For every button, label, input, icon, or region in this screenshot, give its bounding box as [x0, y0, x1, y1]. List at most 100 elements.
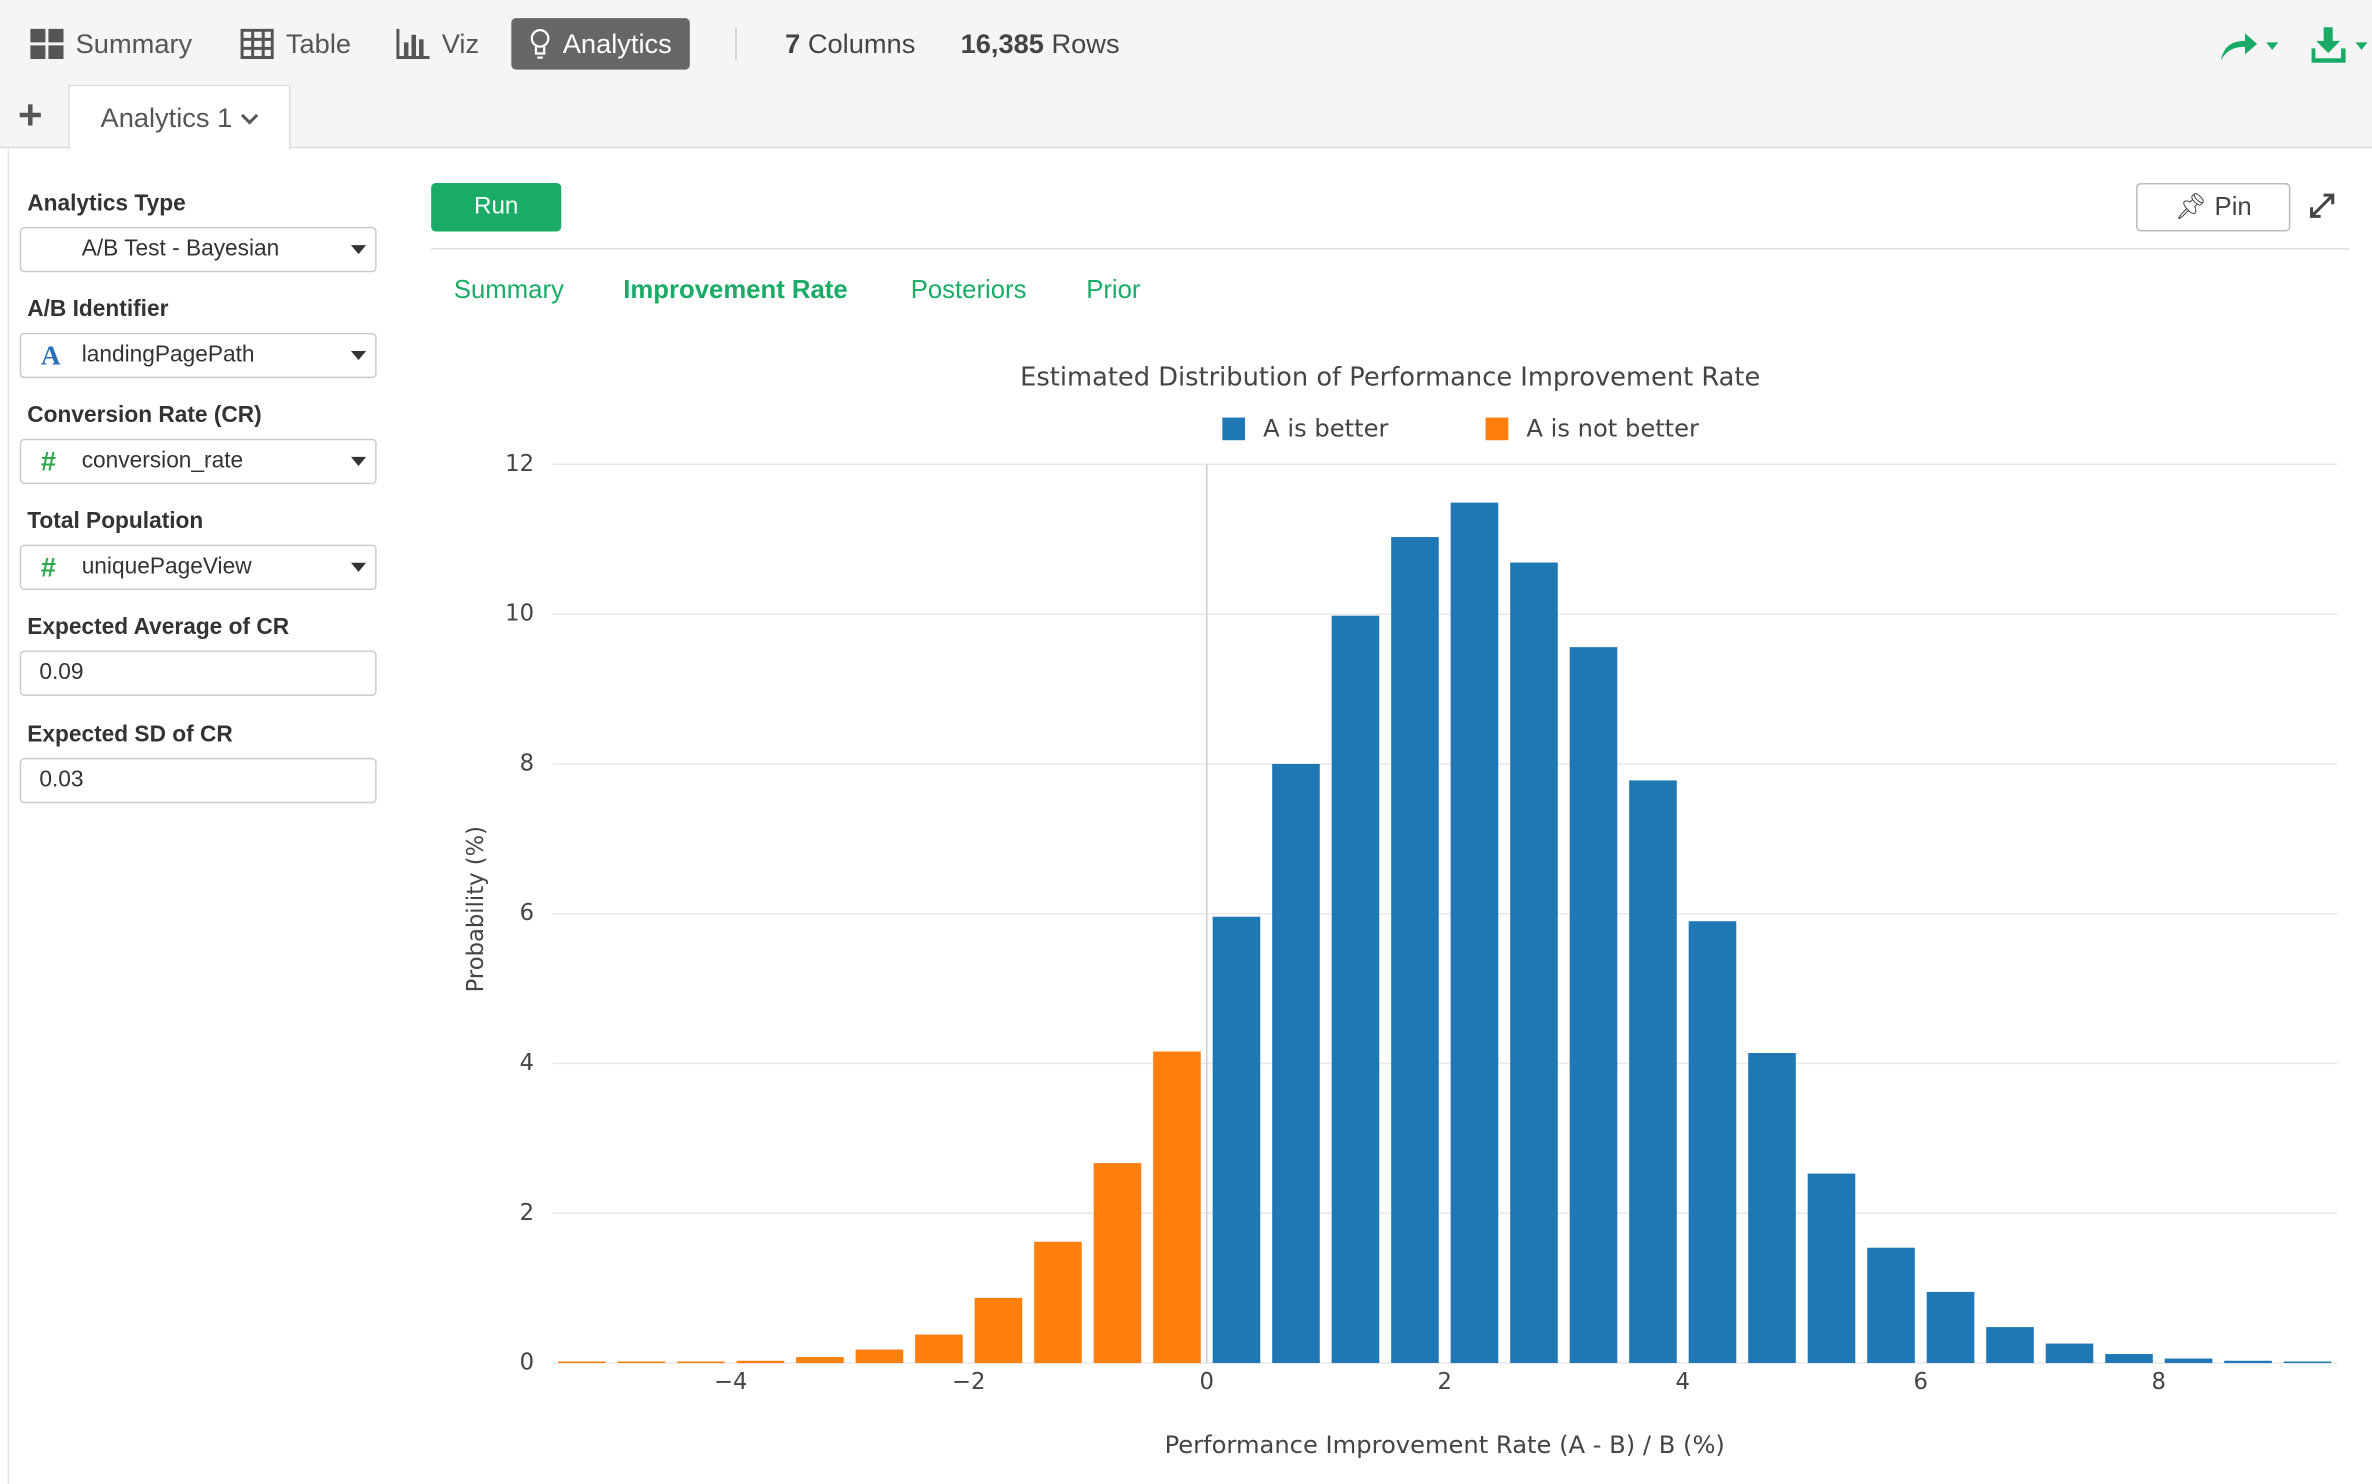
select-field[interactable]: # uniquePageView: [19, 544, 377, 590]
rows-count: 16,385 Rows: [961, 18, 1120, 69]
x-tick-label: −4: [714, 1369, 747, 1395]
bar: [2045, 1343, 2094, 1364]
bar: [1510, 562, 1558, 1364]
field-value: uniquePageView: [81, 553, 252, 580]
analytics-tab[interactable]: Analytics: [511, 18, 690, 70]
field-value: conversion_rate: [81, 447, 244, 474]
bar: [1034, 1241, 1082, 1364]
left-border: [7, 148, 10, 1484]
field-label: Expected Average of CR: [27, 614, 290, 640]
x-axis-title: Performance Improvement Rate (A - B) / B…: [1165, 1431, 1725, 1459]
bar: [1331, 615, 1380, 1364]
x-tick-label: 0: [1199, 1369, 1213, 1395]
field-value: 0.09: [39, 659, 84, 686]
bar: [1212, 916, 1261, 1364]
count-label: Rows: [1051, 28, 1120, 59]
table-icon: [240, 28, 274, 59]
type-icon: #: [40, 552, 56, 583]
field-label: Expected SD of CR: [27, 721, 233, 748]
bar: [2283, 1361, 2332, 1364]
bar: [617, 1361, 666, 1364]
result-tab[interactable]: Summary: [453, 275, 564, 305]
select-field[interactable]: # conversion_rate: [19, 438, 377, 485]
bar: [2224, 1360, 2272, 1364]
expand-button[interactable]: [2309, 192, 2336, 219]
sheet-tab-label: Analytics 1: [100, 102, 233, 134]
bar: [915, 1334, 963, 1364]
divider: [735, 27, 737, 61]
type-icon: #: [40, 446, 56, 477]
y-axis-title: Probability (%): [463, 826, 489, 992]
chevron: [240, 113, 258, 125]
tab-label: Table: [285, 28, 352, 59]
legend-swatch: [1222, 417, 1246, 441]
field-label: A/B Identifier: [27, 296, 169, 323]
bar: [1748, 1053, 1796, 1364]
result-tab[interactable]: Prior: [1086, 275, 1141, 305]
run-button[interactable]: Run: [431, 183, 562, 232]
result-tab[interactable]: Posteriors: [910, 275, 1027, 305]
bar: [1391, 537, 1439, 1364]
tab-label: Analytics: [562, 28, 672, 59]
y-tick-label: 2: [520, 1200, 534, 1226]
field-label: Analytics Type: [27, 190, 186, 217]
input-field[interactable]: 0.03: [19, 757, 377, 804]
dropdown-caret: [350, 562, 367, 572]
viz-tab[interactable]: Viz: [396, 18, 479, 69]
bar: [1450, 502, 1499, 1364]
result-tab-active[interactable]: Improvement Rate: [623, 275, 848, 305]
download-button[interactable]: [2311, 24, 2372, 66]
y-tick-label: 4: [520, 1050, 534, 1076]
columns-count: 7 Columns: [785, 18, 915, 69]
bar: [1629, 780, 1677, 1364]
x-tick-label: 4: [1676, 1369, 1690, 1395]
field-value: landingPagePath: [81, 341, 255, 368]
chart-title: Estimated Distribution of Performance Im…: [1020, 363, 1760, 393]
bar: [1807, 1173, 1856, 1364]
bulb-icon: [530, 29, 550, 59]
bar: [1688, 921, 1737, 1364]
x-tick-label: −2: [952, 1369, 985, 1395]
field-label: Total Population: [27, 508, 204, 535]
x-tick-label: 6: [1914, 1369, 1928, 1395]
bar: [1093, 1163, 1142, 1364]
pin-label: Pin: [2214, 192, 2252, 221]
y-tick-label: 12: [505, 451, 534, 477]
legend-label: A is better: [1263, 415, 1388, 443]
dropdown-caret: [350, 456, 367, 466]
select-field[interactable]: A/B Test - Bayesian: [19, 226, 377, 273]
bar: [855, 1349, 904, 1364]
viz-icon: [396, 28, 430, 59]
bar: [796, 1357, 844, 1364]
bar: [1867, 1247, 1915, 1364]
bar: [677, 1361, 725, 1364]
x-tick-label: 2: [1438, 1369, 1452, 1395]
summary-tab[interactable]: Summary: [30, 18, 192, 69]
pin-button[interactable]: 📌︎ Pin: [2136, 183, 2291, 232]
field-value: A/B Test - Bayesian: [81, 235, 280, 262]
bar: [1272, 763, 1320, 1364]
bar: [736, 1360, 785, 1364]
field-label: Conversion Rate (CR): [27, 402, 262, 429]
bar: [974, 1297, 1023, 1364]
y-tick-label: 0: [520, 1350, 534, 1376]
share-button[interactable]: [2218, 27, 2285, 66]
bar: [1569, 647, 1618, 1364]
bar: [1153, 1051, 1201, 1364]
type-icon: A: [40, 340, 61, 371]
y-tick-label: 6: [520, 900, 534, 926]
sheet-tab[interactable]: Analytics 1: [68, 84, 291, 150]
count: 16,385: [960, 28, 1044, 59]
add-sheet-button[interactable]: [18, 103, 42, 127]
top-bar: Summary Table Viz Analytics 7 Columns 16,…: [0, 0, 2372, 150]
bar: [2105, 1354, 2153, 1364]
dropdown-caret: [350, 245, 367, 255]
legend-swatch: [1485, 417, 1509, 441]
count: 7: [785, 28, 801, 59]
summary-icon: [30, 28, 64, 59]
table-tab[interactable]: Table: [240, 18, 352, 69]
separator: [431, 248, 2350, 250]
input-field[interactable]: 0.09: [19, 650, 377, 696]
